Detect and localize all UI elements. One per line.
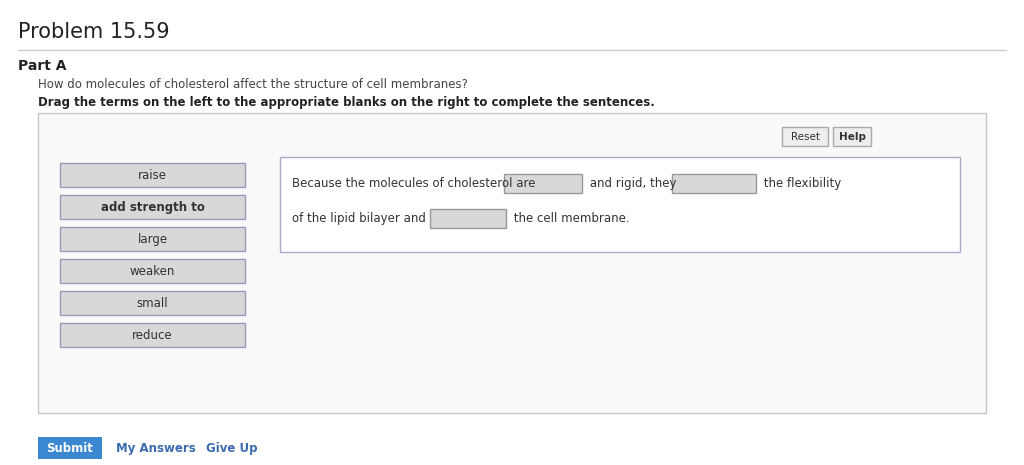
Text: the flexibility: the flexibility — [760, 177, 842, 190]
Text: Drag the terms on the left to the appropriate blanks on the right to complete th: Drag the terms on the left to the approp… — [38, 96, 655, 109]
Bar — [60, 195, 245, 219]
Text: add strength to: add strength to — [100, 200, 205, 213]
Bar — [60, 291, 245, 315]
Text: large: large — [137, 232, 168, 246]
Bar — [280, 157, 961, 252]
Bar — [430, 208, 506, 227]
Text: Help: Help — [839, 132, 865, 141]
Bar — [504, 173, 582, 193]
Bar — [782, 127, 828, 146]
Text: Give Up: Give Up — [206, 441, 257, 454]
Text: reduce: reduce — [132, 328, 173, 341]
Text: small: small — [136, 297, 168, 310]
Text: Because the molecules of cholesterol are: Because the molecules of cholesterol are — [292, 177, 536, 190]
Bar — [672, 173, 756, 193]
Text: Submit: Submit — [46, 441, 93, 454]
Bar — [833, 127, 871, 146]
Text: Problem 15.59: Problem 15.59 — [18, 22, 170, 42]
Text: Part A: Part A — [18, 59, 67, 73]
Bar — [38, 113, 986, 413]
Text: the cell membrane.: the cell membrane. — [510, 212, 630, 225]
Bar — [60, 323, 245, 347]
Text: weaken: weaken — [130, 265, 175, 278]
Text: How do molecules of cholesterol affect the structure of cell membranes?: How do molecules of cholesterol affect t… — [38, 78, 468, 91]
Text: and rigid, they: and rigid, they — [586, 177, 677, 190]
Text: raise: raise — [138, 168, 167, 181]
Bar — [60, 259, 245, 283]
Text: of the lipid bilayer and: of the lipid bilayer and — [292, 212, 426, 225]
Text: My Answers: My Answers — [116, 441, 196, 454]
Bar — [60, 163, 245, 187]
Text: Reset: Reset — [791, 132, 819, 141]
Bar — [38, 437, 102, 459]
Bar — [60, 227, 245, 251]
